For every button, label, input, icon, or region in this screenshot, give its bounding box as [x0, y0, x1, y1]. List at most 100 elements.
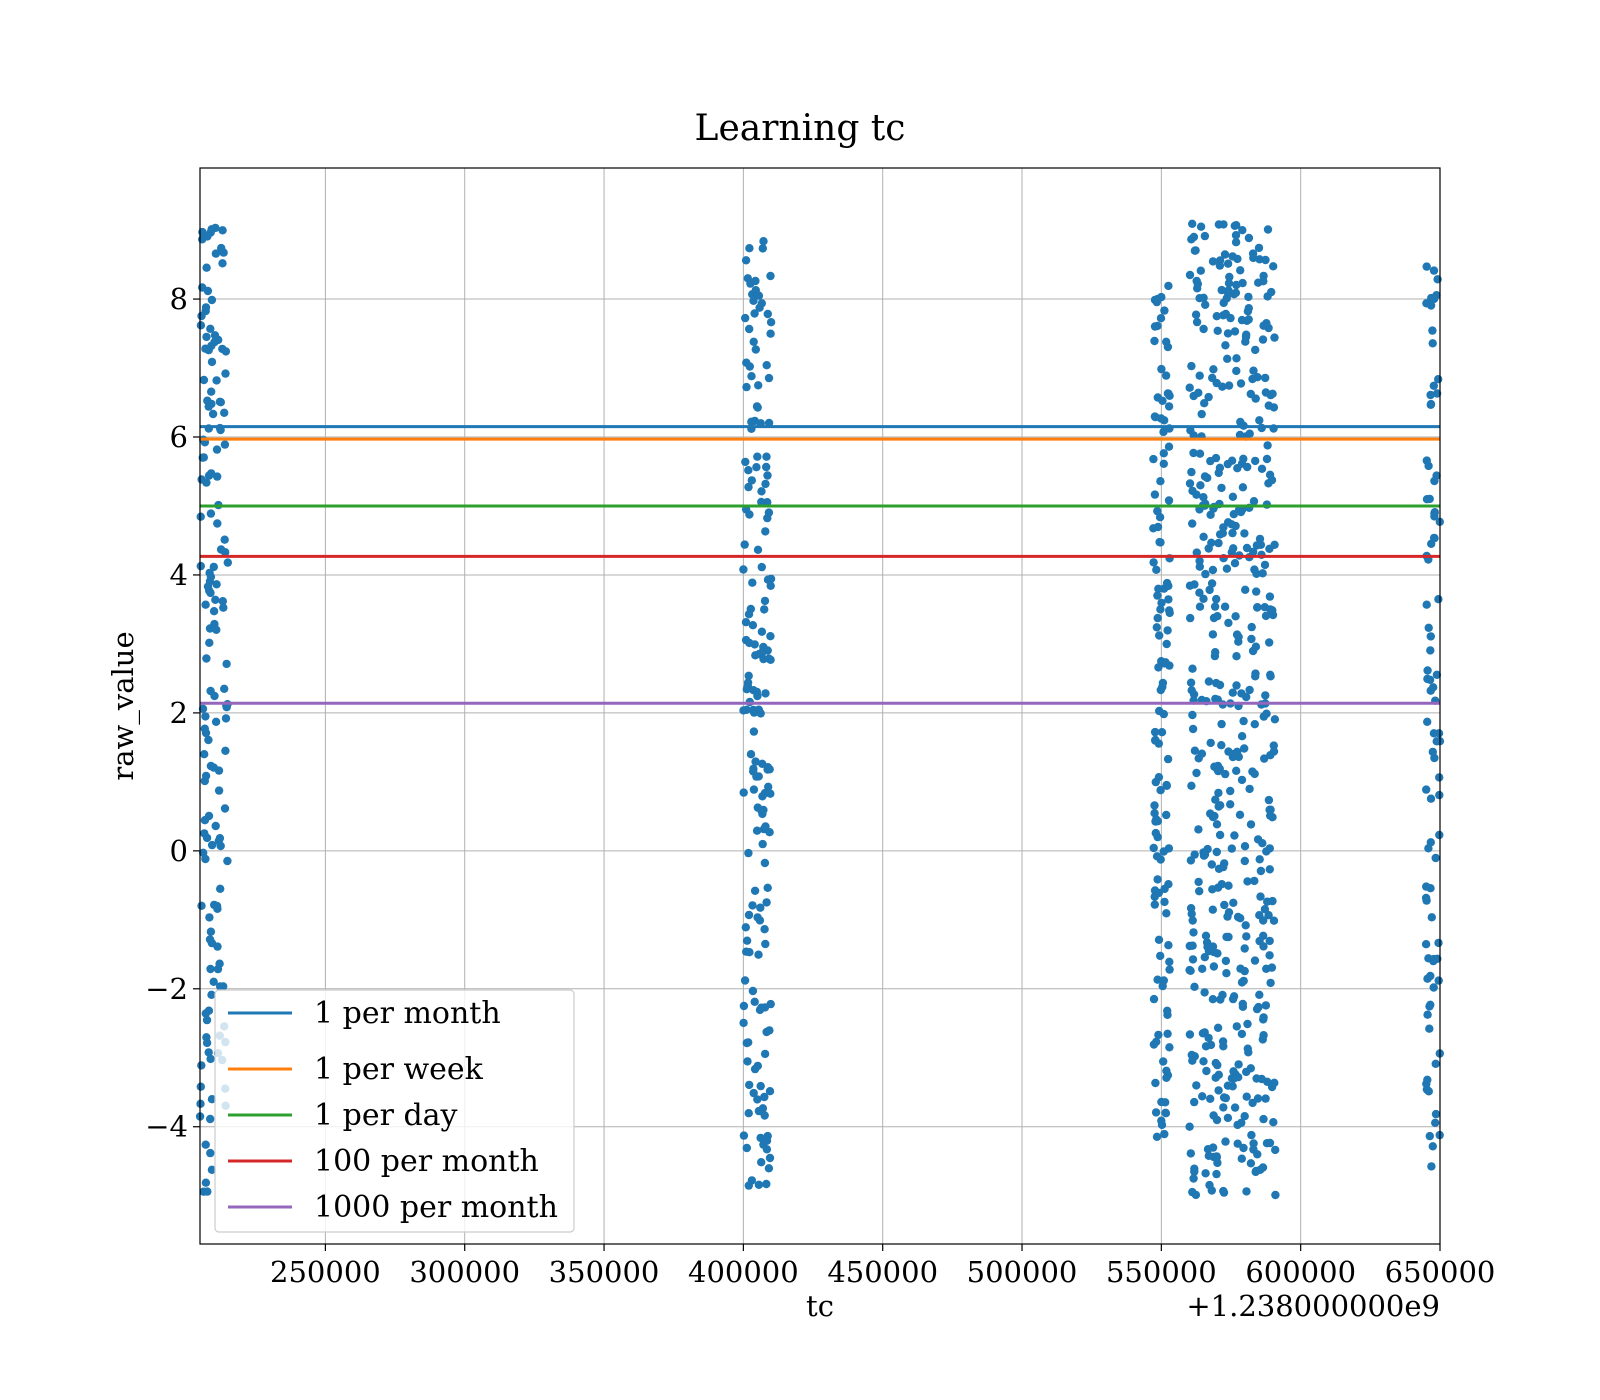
scatter-point [760, 605, 769, 614]
scatter-point [1186, 678, 1196, 687]
scatter-point [199, 453, 208, 462]
y-tick-label: 6 [170, 420, 188, 454]
scatter-point [221, 746, 230, 755]
scatter-point [202, 1033, 211, 1042]
scatter-point [1226, 800, 1235, 809]
scatter-point [1253, 603, 1262, 612]
scatter-point [1223, 259, 1233, 268]
scatter-point [1156, 605, 1165, 614]
x-tick-label: 550000 [1106, 1255, 1217, 1289]
scatter-point [1427, 1162, 1436, 1171]
scatter-point [753, 913, 762, 922]
scatter-point [1163, 626, 1172, 635]
scatter-point [1421, 940, 1431, 949]
scatter-point [1153, 613, 1162, 623]
scatter-point [754, 1106, 764, 1116]
scatter-point [209, 977, 218, 986]
scatter-point [1243, 462, 1252, 472]
scatter-point [1213, 883, 1223, 892]
scatter-point [1228, 492, 1238, 501]
scatter-point [196, 512, 205, 521]
scatter-point [205, 568, 214, 578]
scatter-point [1192, 1081, 1201, 1090]
scatter-point [1259, 916, 1268, 925]
scatter-point [1154, 584, 1163, 593]
scatter-point [756, 709, 765, 718]
scatter-point [1155, 706, 1164, 716]
scatter-point [744, 466, 753, 475]
scatter-point [762, 898, 771, 907]
scatter-point [1268, 896, 1277, 906]
scatter-point [1210, 651, 1220, 661]
scatter-point [1154, 1030, 1163, 1040]
scatter-point [201, 1140, 210, 1149]
scatter-point [1245, 685, 1254, 695]
scatter-point [1240, 744, 1249, 753]
scatter-point [1204, 392, 1213, 402]
scatter-point [1435, 773, 1444, 782]
scatter-point [1150, 322, 1160, 331]
scatter-point [1234, 632, 1243, 642]
scatter-point [748, 986, 758, 996]
scatter-point [1424, 1087, 1434, 1096]
scatter-point [1250, 769, 1259, 779]
scatter-point [1203, 942, 1212, 952]
scatter-point [207, 399, 216, 409]
scatter-point [1239, 976, 1248, 986]
scatter-point [1162, 639, 1171, 649]
scatter-point [750, 309, 759, 318]
scatter-point [1199, 293, 1208, 302]
scatter-point [1265, 1138, 1275, 1148]
scatter-point [196, 1082, 205, 1091]
scatter-point [1261, 611, 1271, 621]
scatter-point [1150, 727, 1160, 737]
y-tick-labels: −4 −2 0 2 4 6 8 [145, 282, 200, 1144]
scatter-point [760, 1092, 769, 1102]
scatter-point [206, 1054, 215, 1064]
scatter-point [1188, 710, 1197, 720]
x-tick-label: 500000 [967, 1255, 1078, 1289]
scatter-point [212, 580, 221, 589]
scatter-point [752, 826, 762, 835]
scatter-point [1192, 548, 1202, 557]
scatter-point [1249, 547, 1258, 556]
scatter-point [747, 417, 756, 426]
x-tick-labels: 250000 300000 350000 400000 450000 500000 5500… [270, 1244, 1495, 1289]
scatter-point [1422, 785, 1431, 794]
scatter-point [209, 607, 219, 616]
scatter-point [1156, 314, 1166, 323]
scatter-point [1195, 562, 1205, 571]
scatter-point [1422, 882, 1431, 891]
scatter-point [202, 654, 211, 663]
scatter-point [1258, 569, 1267, 578]
scatter-point [1426, 399, 1436, 409]
scatter-point [1204, 1151, 1214, 1161]
scatter-point [1187, 361, 1196, 371]
scatter-point [1422, 495, 1432, 504]
scatter-point [1189, 1174, 1198, 1183]
scatter-point [1219, 1186, 1228, 1196]
chart-title: Learning tc [695, 108, 906, 149]
scatter-point [739, 788, 748, 797]
scatter-point [1237, 775, 1247, 785]
scatter-point [200, 724, 209, 733]
scatter-point [763, 883, 772, 892]
scatter-point [1237, 1118, 1246, 1128]
scatter-point [1216, 801, 1225, 810]
scatter-point [1256, 892, 1265, 901]
scatter-point [1256, 1165, 1265, 1175]
scatter-point [1195, 588, 1204, 597]
scatter-point [1228, 994, 1238, 1004]
scatter-point [1150, 892, 1159, 901]
scatter-point [1259, 1114, 1268, 1124]
scatter-point [1431, 1109, 1441, 1119]
scatter-point [219, 603, 228, 612]
scatter-point [1194, 388, 1203, 397]
x-axis-label: tc [806, 1289, 834, 1323]
scatter-point [1157, 657, 1166, 666]
scatter-point [209, 562, 218, 572]
x-offset-text: +1.238000000e9 [1186, 1289, 1440, 1323]
scatter-point [1264, 795, 1274, 805]
legend-label: 1 per month [314, 996, 501, 1031]
scatter-point [1187, 909, 1196, 918]
